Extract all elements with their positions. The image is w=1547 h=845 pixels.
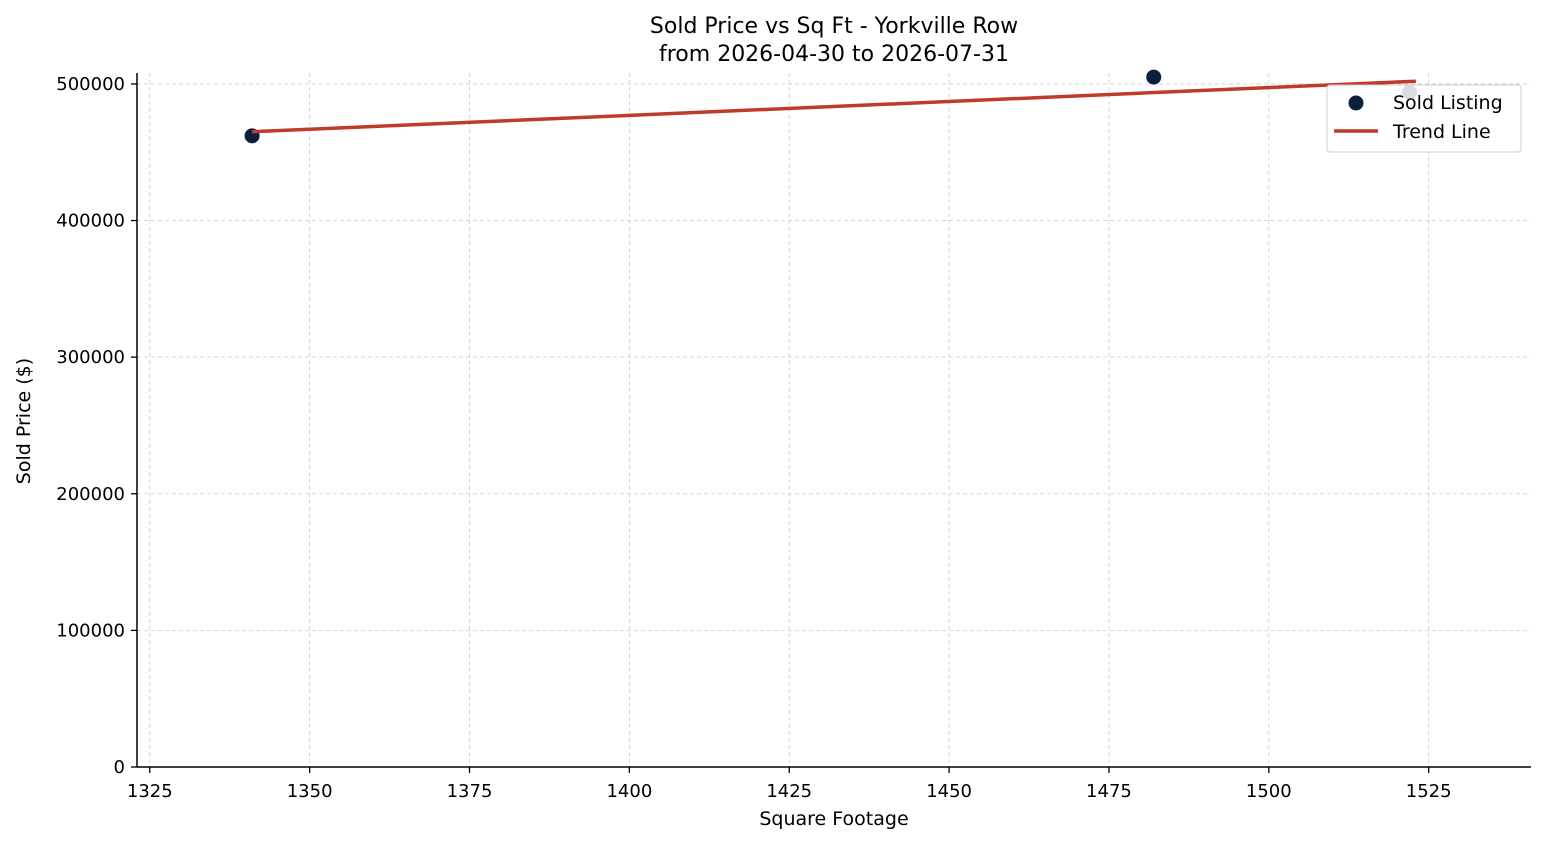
x-tick-label: 1500 [1246, 781, 1292, 802]
y-tick-label: 400000 [56, 211, 125, 232]
chart-title: Sold Price vs Sq Ft - Yorkville Row from… [650, 14, 1018, 67]
chart-title-line-1: Sold Price vs Sq Ft - Yorkville Row [650, 14, 1018, 39]
plot-area [244, 69, 1418, 144]
grid [137, 73, 1531, 768]
x-tick-label: 1450 [926, 781, 972, 802]
legend-box [1326, 84, 1522, 153]
legend: Sold Listing Trend Line [1326, 84, 1522, 153]
x-tick-label: 1425 [766, 781, 812, 802]
legend-label-sold-listing: Sold Listing [1393, 92, 1503, 114]
y-ticks: 0 100000 200000 300000 400000 500000 [56, 74, 137, 778]
x-tick-label: 1325 [127, 781, 173, 802]
legend-marker-sold-listing [1348, 95, 1364, 111]
chart-title-line-2: from 2026-04-30 to 2026-07-31 [659, 42, 1009, 67]
y-tick-label: 300000 [56, 347, 125, 368]
y-tick-label: 0 [114, 757, 125, 778]
x-tick-label: 1400 [606, 781, 652, 802]
x-ticks: 1325 1350 1375 1400 1425 1450 1475 1500 1525 [127, 767, 1452, 802]
y-tick-label: 200000 [56, 484, 125, 505]
x-tick-label: 1525 [1406, 781, 1452, 802]
y-tick-label: 100000 [56, 620, 125, 641]
axes [136, 73, 1531, 768]
x-tick-label: 1375 [447, 781, 493, 802]
legend-label-trend-line: Trend Line [1392, 121, 1491, 143]
x-axis-label: Square Footage [759, 808, 908, 830]
y-axis-label: Sold Price ($) [13, 358, 35, 484]
y-tick-label: 500000 [56, 74, 125, 95]
x-tick-label: 1350 [287, 781, 333, 802]
sold-listing-point [1146, 69, 1162, 85]
x-tick-label: 1475 [1086, 781, 1132, 802]
trend-line [252, 79, 1416, 134]
